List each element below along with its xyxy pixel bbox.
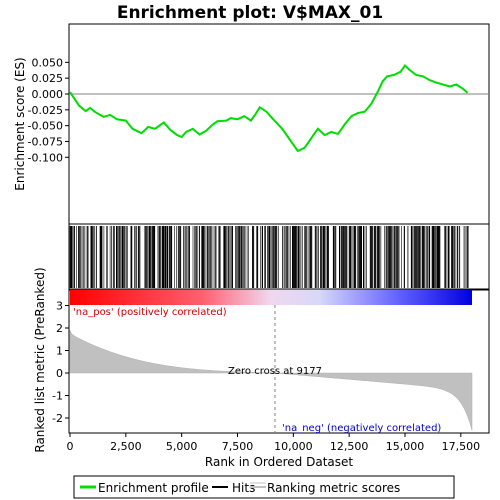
metric-tick-label: 0 bbox=[56, 367, 63, 380]
es-tick-label: 0.000 bbox=[32, 88, 64, 101]
legend-profile-label: Enrichment profile bbox=[98, 481, 209, 495]
metric-tick-label: -1 bbox=[52, 390, 63, 403]
rank-color-bar bbox=[70, 289, 472, 305]
es-tick-label: -0.100 bbox=[28, 151, 63, 164]
x-tick-label: 7,500 bbox=[222, 440, 254, 453]
ranking-metric-area bbox=[69, 330, 473, 431]
metric-panel-frame bbox=[68, 288, 490, 434]
enrichment-profile-line bbox=[69, 63, 469, 153]
es-tick-label: -0.025 bbox=[28, 104, 63, 117]
x-tick-label: 17,500 bbox=[442, 440, 481, 453]
metric-axis: 3 2 1 0 -1 -2 bbox=[52, 300, 69, 425]
x-axis: 0 2,500 5,000 7,500 10,000 12,500 15,000 17,500 bbox=[67, 433, 481, 453]
es-axis: 0.050 0.025 0.000 -0.025 -0.050 -0.075 -0.100 bbox=[28, 56, 69, 164]
x-tick-label: 0 bbox=[67, 440, 74, 453]
metric-tick-label: -2 bbox=[52, 412, 63, 425]
x-tick-label: 5,000 bbox=[166, 440, 198, 453]
es-tick-label: 0.025 bbox=[32, 72, 64, 85]
es-axis-label: Enrichment score (ES) bbox=[13, 57, 27, 190]
hit-lines bbox=[69, 226, 469, 288]
es-tick-label: 0.050 bbox=[32, 56, 64, 69]
metric-axis-label: Ranked list metric (PreRanked) bbox=[33, 267, 47, 452]
es-tick-label: -0.050 bbox=[28, 120, 63, 133]
x-tick-label: 10,000 bbox=[274, 440, 313, 453]
chart-title: Enrichment plot: V$MAX_01 bbox=[117, 3, 383, 23]
x-axis-label: Rank in Ordered Dataset bbox=[205, 455, 353, 469]
x-tick-label: 12,500 bbox=[330, 440, 369, 453]
legend-hits-label: Hits bbox=[232, 481, 255, 495]
legend: Enrichment profile Hits Ranking metric s… bbox=[73, 475, 455, 499]
x-tick-label: 15,000 bbox=[386, 440, 425, 453]
legend-metric-label: Ranking metric scores bbox=[267, 481, 400, 495]
zero-cross-label: Zero cross at 9177 bbox=[228, 366, 322, 377]
es-tick-label: -0.075 bbox=[28, 135, 63, 148]
neg-label: 'na_neg' (negatively correlated) bbox=[282, 423, 441, 434]
pos-label: 'na_pos' (positively correlated) bbox=[73, 307, 227, 318]
x-tick-label: 2,500 bbox=[110, 440, 142, 453]
metric-tick-label: 3 bbox=[56, 300, 63, 313]
metric-tick-label: 1 bbox=[56, 345, 63, 358]
metric-tick-label: 2 bbox=[56, 322, 63, 335]
